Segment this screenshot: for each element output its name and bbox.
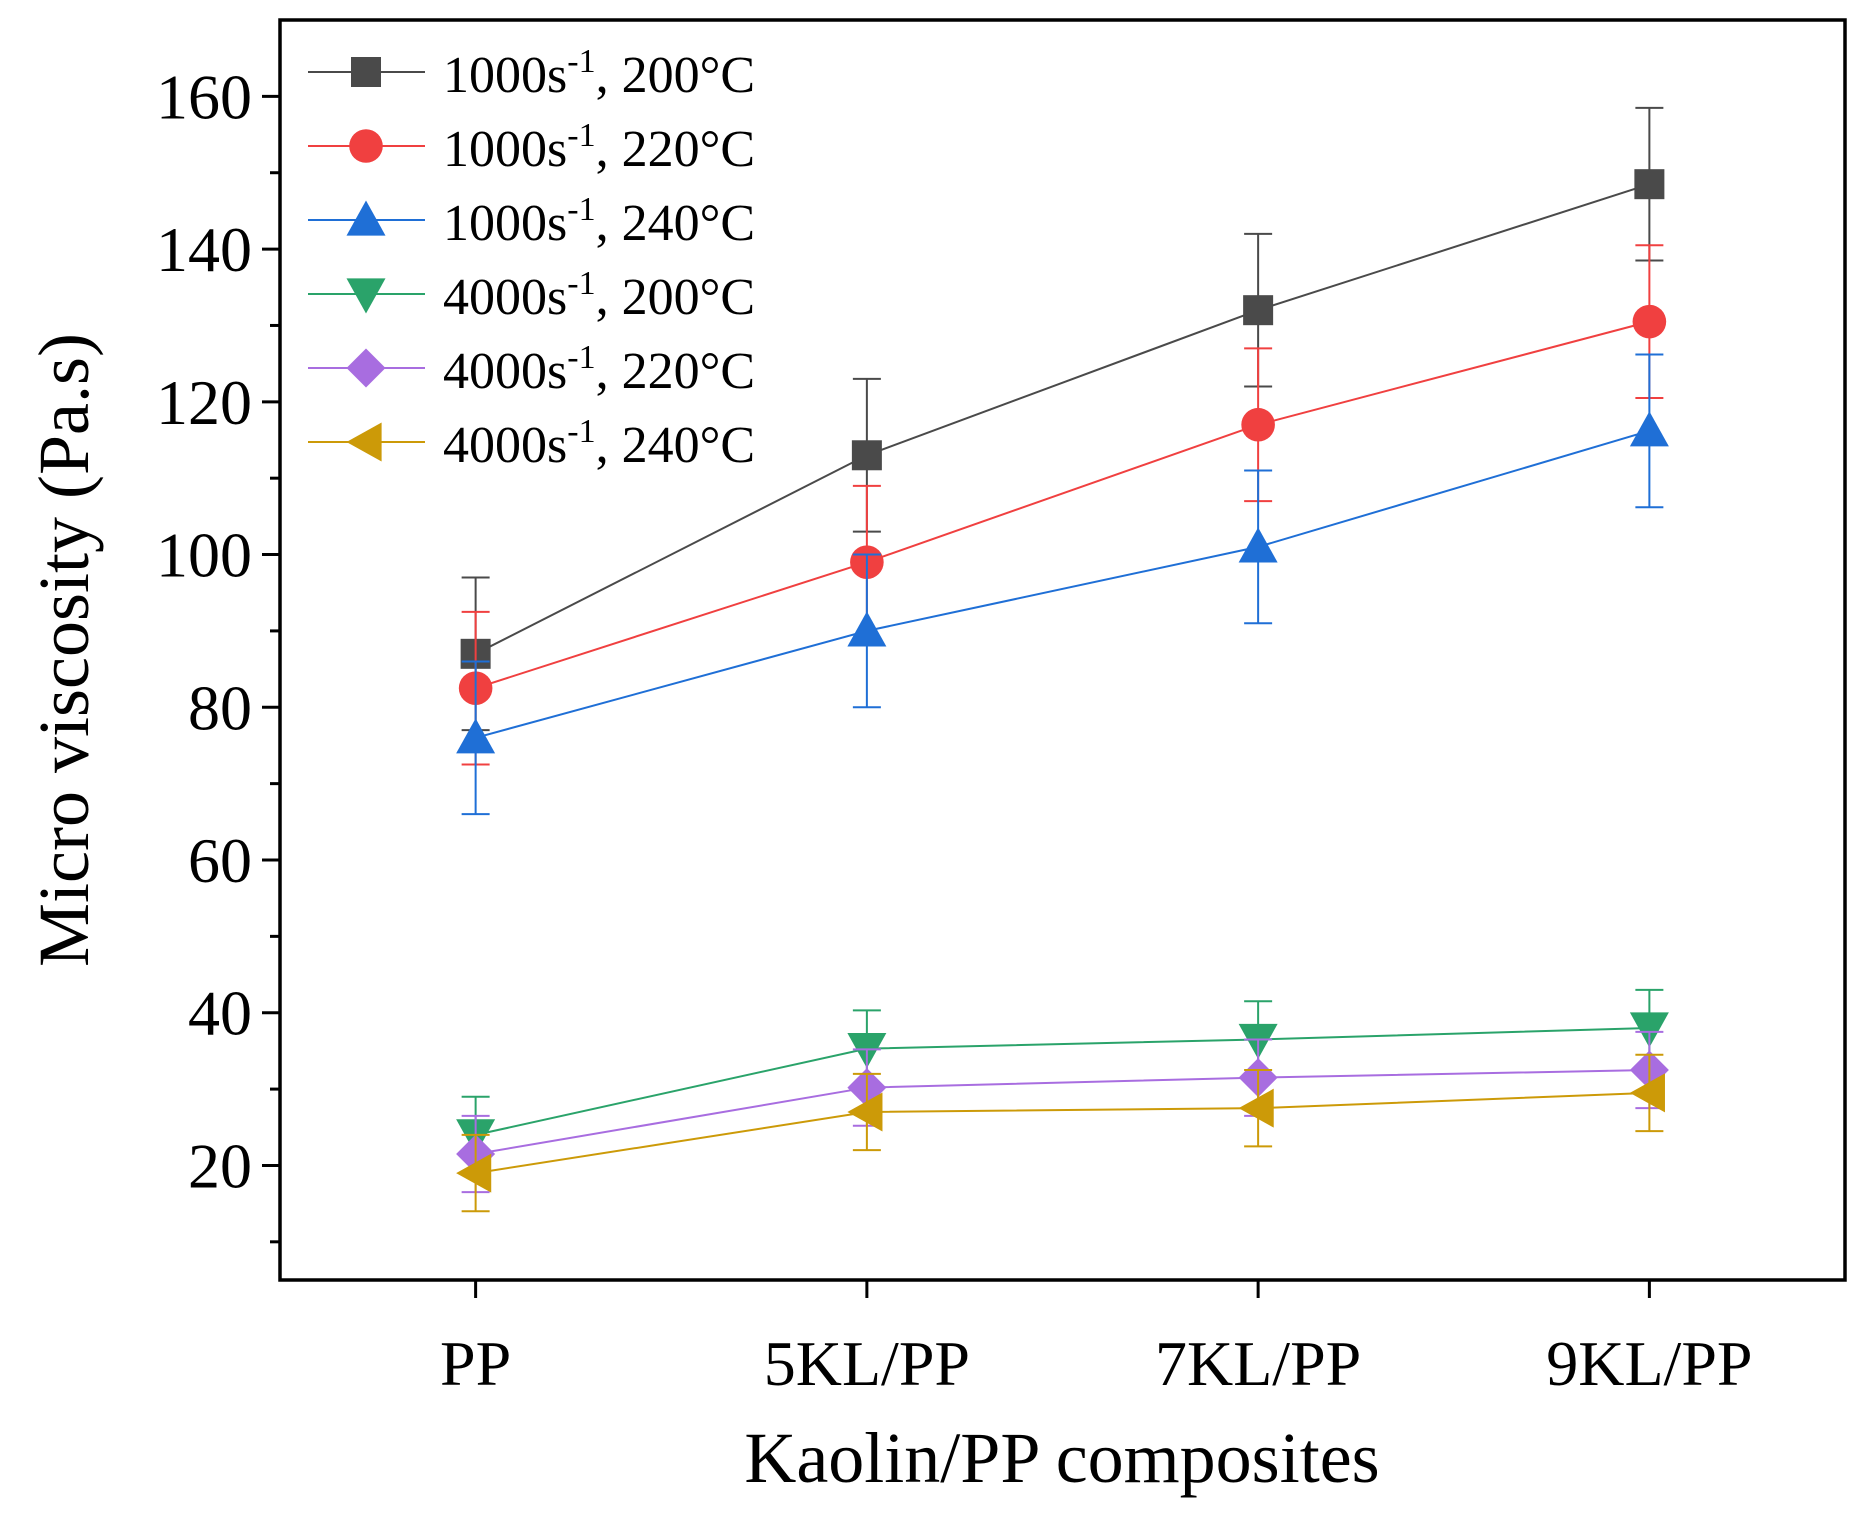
y-tick-label: 140 (156, 214, 252, 285)
legend-item: 1000s-1, 200°C (308, 43, 755, 104)
data-point (1629, 1073, 1665, 1113)
data-point (1629, 411, 1669, 447)
series-4 (456, 988, 1669, 1175)
legend-marker (346, 200, 386, 236)
legend-label: 1000s-1, 200°C (443, 43, 755, 104)
data-point (456, 1153, 492, 1193)
y-axis-label: Micro viscosity (Pa.s) (24, 333, 104, 967)
data-point (851, 440, 882, 471)
x-tick-label: 9KL/PP (1546, 1328, 1752, 1399)
y-tick-label: 120 (156, 367, 252, 438)
legend-marker (346, 422, 382, 462)
series-6 (456, 1053, 1665, 1213)
series-line (475, 320, 1650, 690)
data-point (1629, 1012, 1669, 1048)
data-point (456, 718, 496, 754)
series-3 (456, 353, 1669, 816)
series-line (475, 1069, 1650, 1155)
data-point (847, 1092, 883, 1132)
y-tick-label: 160 (156, 61, 252, 132)
data-point (1238, 527, 1278, 563)
y-tick-label: 20 (188, 1130, 252, 1201)
series-layer (456, 106, 1669, 1213)
plot-frame (278, 18, 1847, 1282)
legend-label: 1000s-1, 240°C (443, 191, 755, 252)
legend-label: 1000s-1, 220°C (443, 117, 755, 178)
legend-marker (349, 129, 383, 163)
series-line (475, 429, 1650, 739)
x-axis-label: Kaolin/PP composites (744, 1418, 1379, 1498)
legend-item: 4000s-1, 200°C (308, 265, 755, 326)
series-line (475, 183, 1650, 655)
data-point (1243, 295, 1274, 326)
data-point (1634, 169, 1665, 200)
legend-label: 4000s-1, 200°C (443, 265, 755, 326)
legend-item: 1000s-1, 220°C (308, 117, 755, 178)
series-line (475, 1027, 1650, 1136)
legend-marker (351, 57, 381, 87)
legend-label: 4000s-1, 220°C (443, 339, 755, 400)
data-point (1241, 407, 1275, 442)
data-point (1238, 1088, 1274, 1128)
y-tick-label: 80 (188, 672, 252, 743)
y-tick-label: 40 (188, 978, 252, 1049)
legend-marker (346, 348, 386, 388)
x-tick-label: PP (440, 1328, 511, 1399)
y-tick-label: 100 (156, 520, 252, 591)
legend-marker (346, 278, 386, 314)
data-point (847, 611, 887, 647)
series-line (475, 1091, 1650, 1175)
x-axis: PP 5KL/PP 7KL/PP 9KL/PP (440, 1280, 1753, 1399)
legend-label: 4000s-1, 240°C (443, 413, 755, 474)
legend-item: 4000s-1, 220°C (308, 339, 755, 400)
data-point (1632, 304, 1667, 339)
y-axis: 20 40 60 80 100 120 140 160 (156, 61, 280, 1244)
series-5 (456, 1030, 1669, 1194)
x-tick-label: 7KL/PP (1155, 1328, 1361, 1399)
legend: 1000s-1, 200°C 1000s-1, 220°C 1000s-1, 240… (308, 43, 755, 474)
x-tick-label: 5KL/PP (764, 1328, 970, 1399)
legend-item: 1000s-1, 240°C (308, 191, 755, 252)
legend-item: 4000s-1, 240°C (308, 413, 755, 474)
y-tick-label: 60 (188, 825, 252, 896)
